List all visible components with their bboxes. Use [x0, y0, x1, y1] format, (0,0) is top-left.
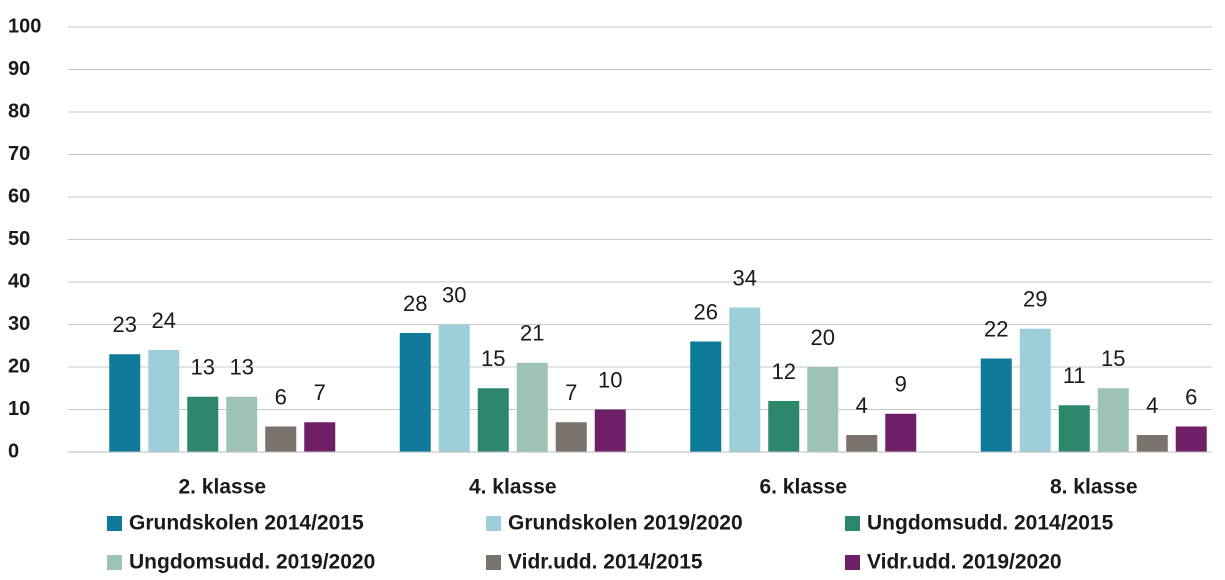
y-tick-label: 70: [8, 143, 30, 165]
bar: [1097, 388, 1129, 452]
bar: [768, 401, 800, 452]
y-tick-label: 40: [8, 270, 30, 292]
y-tick-label: 0: [8, 440, 19, 462]
y-tick-label: 60: [8, 185, 30, 207]
value-label: 4: [1146, 393, 1158, 418]
value-label: 7: [314, 380, 326, 405]
bar: [516, 362, 548, 452]
bar: [594, 409, 626, 452]
value-label: 12: [772, 359, 796, 384]
legend-swatch: [486, 555, 501, 570]
x-tick-label: 8. klasse: [1050, 476, 1138, 499]
y-tick-label: 30: [8, 313, 30, 335]
value-label: 21: [520, 321, 544, 346]
legend-swatch: [845, 555, 860, 570]
y-tick-label: 90: [8, 58, 30, 80]
value-label: 10: [598, 367, 622, 392]
value-label: 23: [113, 312, 137, 337]
bar: [109, 354, 141, 452]
value-label: 30: [442, 282, 466, 307]
y-tick-label: 50: [8, 228, 30, 250]
bar: [226, 396, 258, 452]
value-label: 15: [481, 346, 505, 371]
bar: [846, 435, 878, 452]
y-tick-label: 10: [8, 398, 30, 420]
legend-label: Grundskolen 2014/2015: [129, 512, 364, 535]
value-label: 22: [984, 316, 1008, 341]
legend-label: Ungdomsudd. 2019/2020: [129, 551, 375, 574]
value-label: 29: [1023, 287, 1047, 312]
bar: [807, 367, 839, 452]
bar: [438, 324, 470, 452]
x-tick-label: 4. klasse: [469, 476, 557, 499]
bar: [265, 426, 297, 452]
legend-label: Grundskolen 2019/2020: [508, 512, 743, 535]
legend-label: Ungdomsudd. 2014/2015: [867, 512, 1114, 535]
bar: [187, 396, 219, 452]
bar: [980, 358, 1012, 452]
bar: [555, 422, 587, 452]
value-label: 15: [1101, 346, 1125, 371]
x-tick-label: 2. klasse: [178, 476, 266, 499]
bar: [399, 333, 431, 452]
value-label: 26: [694, 299, 718, 324]
bar: [148, 350, 180, 452]
value-label: 13: [230, 355, 254, 380]
y-tick-label: 100: [8, 15, 41, 37]
bar: [729, 307, 761, 452]
value-label: 28: [403, 291, 427, 316]
y-tick-label: 80: [8, 100, 30, 122]
bar: [304, 422, 336, 452]
value-label: 7: [565, 380, 577, 405]
legend-swatch: [845, 516, 860, 531]
bar: [1175, 426, 1207, 452]
value-label: 6: [275, 384, 287, 409]
legend-label: Vidr.udd. 2014/2015: [508, 551, 703, 574]
legend-label: Vidr.udd. 2019/2020: [867, 551, 1062, 574]
y-tick-label: 20: [8, 355, 30, 377]
value-label: 24: [152, 308, 176, 333]
bar: [1136, 435, 1168, 452]
bar: [1019, 328, 1051, 452]
legend-swatch: [107, 555, 122, 570]
bar: [690, 341, 722, 452]
value-label: 13: [191, 355, 215, 380]
x-tick-label: 6. klasse: [759, 476, 847, 499]
value-label: 4: [856, 393, 868, 418]
value-label: 9: [895, 372, 907, 397]
value-label: 20: [811, 325, 835, 350]
legend-swatch: [107, 516, 122, 531]
value-label: 34: [733, 265, 757, 290]
value-label: 6: [1185, 384, 1197, 409]
bar: [1058, 405, 1090, 452]
value-label: 11: [1063, 363, 1086, 388]
bar: [885, 413, 917, 452]
legend-swatch: [486, 516, 501, 531]
bar: [477, 388, 509, 452]
